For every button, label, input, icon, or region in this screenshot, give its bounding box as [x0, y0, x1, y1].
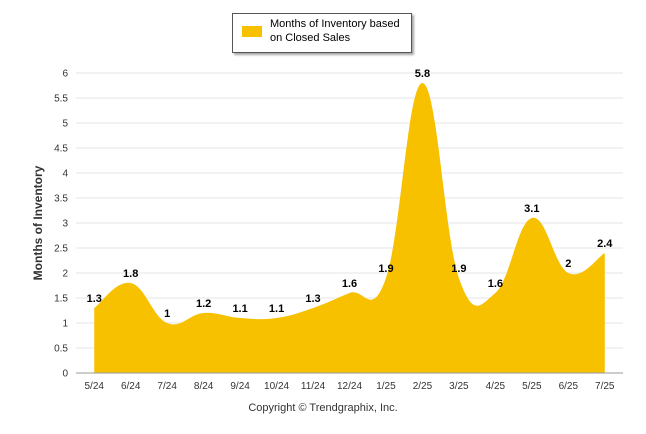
x-tick-label: 6/25 [559, 381, 579, 392]
y-tick-label: 4 [62, 169, 68, 180]
legend: Months of Inventory based on Closed Sale… [232, 13, 412, 53]
y-tick-label: 3.5 [54, 194, 68, 205]
x-tick-label: 1/25 [376, 381, 396, 392]
data-label: 1.1 [232, 303, 247, 315]
x-tick-label: 10/24 [264, 381, 289, 392]
area-fill [94, 83, 605, 373]
copyright-text: Copyright © Trendgraphix, Inc. [248, 402, 398, 414]
data-label: 1.6 [342, 278, 357, 290]
x-tick-label: 6/24 [121, 381, 141, 392]
area-series [94, 83, 605, 373]
y-tick-label: 0 [62, 369, 68, 380]
x-tick-label: 8/24 [194, 381, 214, 392]
data-label: 1.6 [488, 278, 503, 290]
x-tick-label: 12/24 [337, 381, 362, 392]
x-tick-label: 9/24 [230, 381, 250, 392]
y-tick-label: 5 [62, 119, 68, 130]
y-tick-label: 1 [62, 319, 68, 330]
data-label: 2.4 [597, 238, 613, 250]
x-tick-label: 2/25 [413, 381, 433, 392]
x-tick-label: 5/25 [522, 381, 542, 392]
data-label: 1.8 [123, 268, 138, 280]
data-label: 1.1 [269, 303, 284, 315]
y-tick-label: 2.5 [54, 244, 68, 255]
data-label: 1 [164, 308, 170, 320]
x-tick-labels: 5/24 6/24 7/24 8/24 9/24 10/24 11/24 12/24 1/25 2… [84, 381, 614, 392]
y-tick-label: 6 [62, 69, 68, 80]
x-tick-label: 7/25 [595, 381, 615, 392]
x-tick-label: 5/24 [84, 381, 104, 392]
data-label: 1.9 [451, 263, 466, 275]
legend-label: Months of Inventory based on Closed Sale… [270, 18, 400, 44]
data-label: 5.8 [415, 68, 430, 80]
y-tick-label: 4.5 [54, 144, 68, 155]
y-tick-labels: 0 0.5 1 1.5 2 2.5 3 3.5 4 4.5 5 5.5 6 [54, 69, 68, 380]
data-label: 1.3 [87, 293, 102, 305]
x-tick-label: 7/24 [157, 381, 177, 392]
y-tick-label: 2 [62, 269, 68, 280]
y-tick-label: 1.5 [54, 294, 68, 305]
data-label: 1.2 [196, 298, 211, 310]
legend-swatch [242, 26, 262, 37]
y-tick-label: 0.5 [54, 344, 68, 355]
data-label: 3.1 [524, 203, 539, 215]
x-tick-label: 11/24 [301, 381, 326, 392]
data-label: 1.9 [378, 263, 393, 275]
y-axis-title: Months of Inventory [31, 165, 45, 280]
data-label: 1.3 [305, 293, 320, 305]
y-tick-label: 5.5 [54, 94, 68, 105]
data-labels: 1.3 1.8 1 1.2 1.1 1.1 1.3 1.6 1.9 5.8 1.9 1.6 3.1 2 2.… [87, 68, 614, 320]
y-tick-label: 3 [62, 219, 68, 230]
x-tick-label: 4/25 [486, 381, 506, 392]
data-label: 2 [565, 258, 571, 270]
x-tick-label: 3/25 [449, 381, 469, 392]
